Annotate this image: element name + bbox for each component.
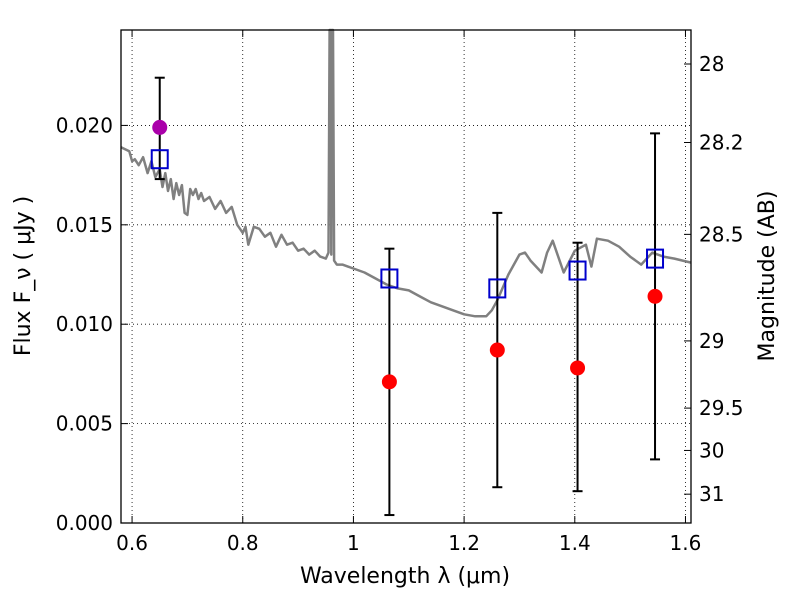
y-tick-label: 0.005 xyxy=(56,412,113,436)
measurement-point xyxy=(647,288,663,304)
y-tick-label: 0.000 xyxy=(56,511,113,535)
right-tick-label: 28 xyxy=(699,52,724,76)
right-tick-label: 28.2 xyxy=(699,131,744,155)
model-photometry-square xyxy=(488,278,507,299)
x-tick-label: 1 xyxy=(347,531,360,555)
model-photometry-square xyxy=(150,149,169,170)
model-photometry-square xyxy=(646,248,665,269)
measurement-point xyxy=(381,374,397,390)
right-tick-label: 30 xyxy=(699,438,724,462)
y-axis-label-right: Magnitude (AB) xyxy=(755,191,780,362)
x-tick-label: 1.6 xyxy=(670,531,702,555)
right-tick-label: 28.5 xyxy=(699,222,744,246)
y-tick-label: 0.015 xyxy=(56,213,113,237)
x-tick-label: 1.2 xyxy=(448,531,480,555)
model-spectrum-line xyxy=(120,28,692,318)
measurement-point xyxy=(570,360,586,376)
spectrum-layer xyxy=(120,28,692,318)
optical-point xyxy=(152,119,168,135)
y-tick-label: 0.020 xyxy=(56,113,113,137)
x-tick-label: 0.8 xyxy=(227,531,259,555)
right-tick-label: 29.5 xyxy=(699,396,744,420)
model-photometry-square xyxy=(568,260,587,281)
y-axis-label: Flux F_ν ( μJy ) xyxy=(11,196,36,356)
right-tick-label: 31 xyxy=(699,482,724,506)
y-tick-label: 0.010 xyxy=(56,312,113,336)
x-tick-label: 0.6 xyxy=(116,531,148,555)
marker-layer xyxy=(150,119,665,390)
model-photometry-square xyxy=(380,268,399,289)
x-tick-label: 1.4 xyxy=(559,531,591,555)
tick-layer: 0.6 0.8 1 1.2 1.4 1.6 0.000 0.005 0.010 0.015 0.02… xyxy=(56,30,744,555)
right-tick-label: 29 xyxy=(699,329,724,353)
plot-frame xyxy=(120,29,692,524)
x-axis-label: Wavelength λ (μm) xyxy=(300,564,510,589)
measurement-point xyxy=(489,342,505,358)
